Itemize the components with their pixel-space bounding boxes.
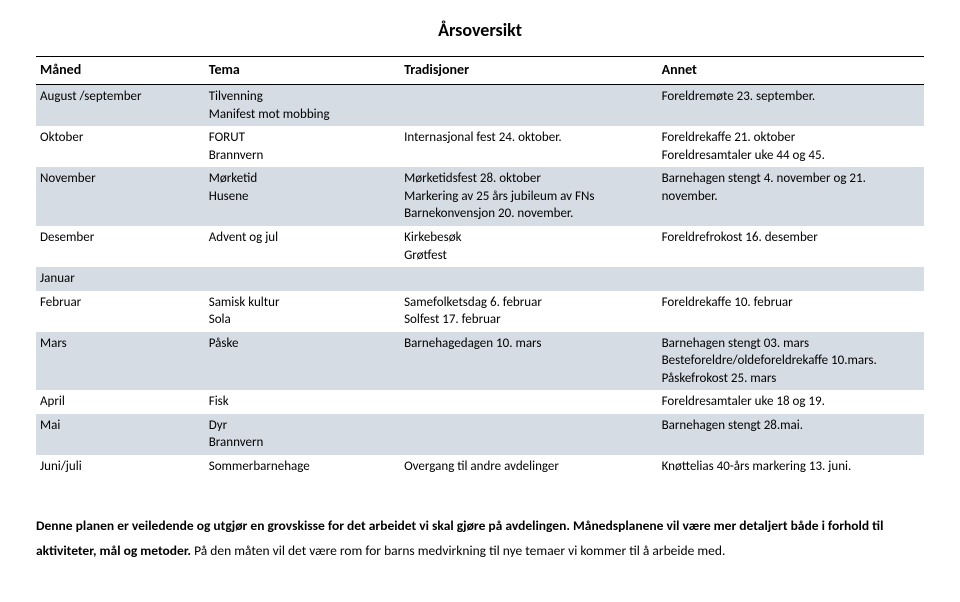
cell-month: August /september: [36, 85, 205, 127]
cell-theme: DyrBrannvern: [205, 414, 400, 455]
cell-other: Barnehagen stengt 4. november og 21. nov…: [658, 167, 924, 226]
cell-traditions: [400, 390, 658, 414]
col-other: Annet: [658, 57, 924, 85]
cell-theme: Sommerbarnehage: [205, 455, 400, 479]
cell-other: Knøttelias 40-års markering 13. juni.: [658, 455, 924, 479]
footer-text: Denne planen er veiledende og utgjør en …: [36, 513, 924, 564]
cell-traditions: Overgang til andre avdelinger: [400, 455, 658, 479]
cell-theme: Advent og jul: [205, 226, 400, 267]
cell-other: Foreldrekaffe 10. februar: [658, 291, 924, 332]
cell-traditions: Barnehagedagen 10. mars: [400, 332, 658, 391]
cell-month: Februar: [36, 291, 205, 332]
cell-traditions: KirkebesøkGrøtfest: [400, 226, 658, 267]
col-traditions: Tradisjoner: [400, 57, 658, 85]
cell-other: Barnehagen stengt 03. marsBesteforeldre/…: [658, 332, 924, 391]
table-row: DesemberAdvent og julKirkebesøkGrøtfestF…: [36, 226, 924, 267]
cell-traditions: [400, 414, 658, 455]
table-row: NovemberMørketidHuseneMørketidsfest 28. …: [36, 167, 924, 226]
cell-theme: FORUTBrannvern: [205, 126, 400, 167]
cell-month: Oktober: [36, 126, 205, 167]
table-row: AprilFisk Foreldresamtaler uke 18 og 19.: [36, 390, 924, 414]
cell-theme: MørketidHusene: [205, 167, 400, 226]
cell-theme: Samisk kulturSola: [205, 291, 400, 332]
cell-traditions: Internasjonal fest 24. oktober.: [400, 126, 658, 167]
cell-traditions: [400, 267, 658, 291]
cell-month: Juni/juli: [36, 455, 205, 479]
footer-rest: På den måten vil det være rom for barns …: [191, 542, 725, 559]
table-row: August /septemberTilvenningManifest mot …: [36, 85, 924, 127]
page-title: Årsoversikt: [36, 18, 924, 42]
cell-traditions: Mørketidsfest 28. oktoberMarkering av 25…: [400, 167, 658, 226]
cell-other: Foreldrefrokost 16. desember: [658, 226, 924, 267]
table-header-row: Måned Tema Tradisjoner Annet: [36, 57, 924, 85]
table-row: MarsPåskeBarnehagedagen 10. marsBarnehag…: [36, 332, 924, 391]
cell-theme: Påske: [205, 332, 400, 391]
table-row: FebruarSamisk kulturSolaSamefolketsdag 6…: [36, 291, 924, 332]
cell-other: Barnehagen stengt 28.mai.: [658, 414, 924, 455]
cell-other: Foreldrekaffe 21. oktoberForeldresamtale…: [658, 126, 924, 167]
cell-theme: [205, 267, 400, 291]
cell-other: [658, 267, 924, 291]
cell-theme: Fisk: [205, 390, 400, 414]
cell-month: April: [36, 390, 205, 414]
cell-traditions: Samefolketsdag 6. februarSolfest 17. feb…: [400, 291, 658, 332]
year-overview-table: Måned Tema Tradisjoner Annet August /sep…: [36, 56, 924, 478]
cell-month: Mars: [36, 332, 205, 391]
col-theme: Tema: [205, 57, 400, 85]
cell-month: Mai: [36, 414, 205, 455]
cell-other: Foreldresamtaler uke 18 og 19.: [658, 390, 924, 414]
col-month: Måned: [36, 57, 205, 85]
cell-month: Januar: [36, 267, 205, 291]
table-row: MaiDyrBrannvern Barnehagen stengt 28.mai.: [36, 414, 924, 455]
cell-month: November: [36, 167, 205, 226]
table-row: Januar: [36, 267, 924, 291]
cell-other: Foreldremøte 23. september.: [658, 85, 924, 127]
cell-month: Desember: [36, 226, 205, 267]
table-row: OktoberFORUTBrannvernInternasjonal fest …: [36, 126, 924, 167]
cell-traditions: [400, 85, 658, 127]
table-row: Juni/juliSommerbarnehageOvergang til and…: [36, 455, 924, 479]
cell-theme: TilvenningManifest mot mobbing: [205, 85, 400, 127]
